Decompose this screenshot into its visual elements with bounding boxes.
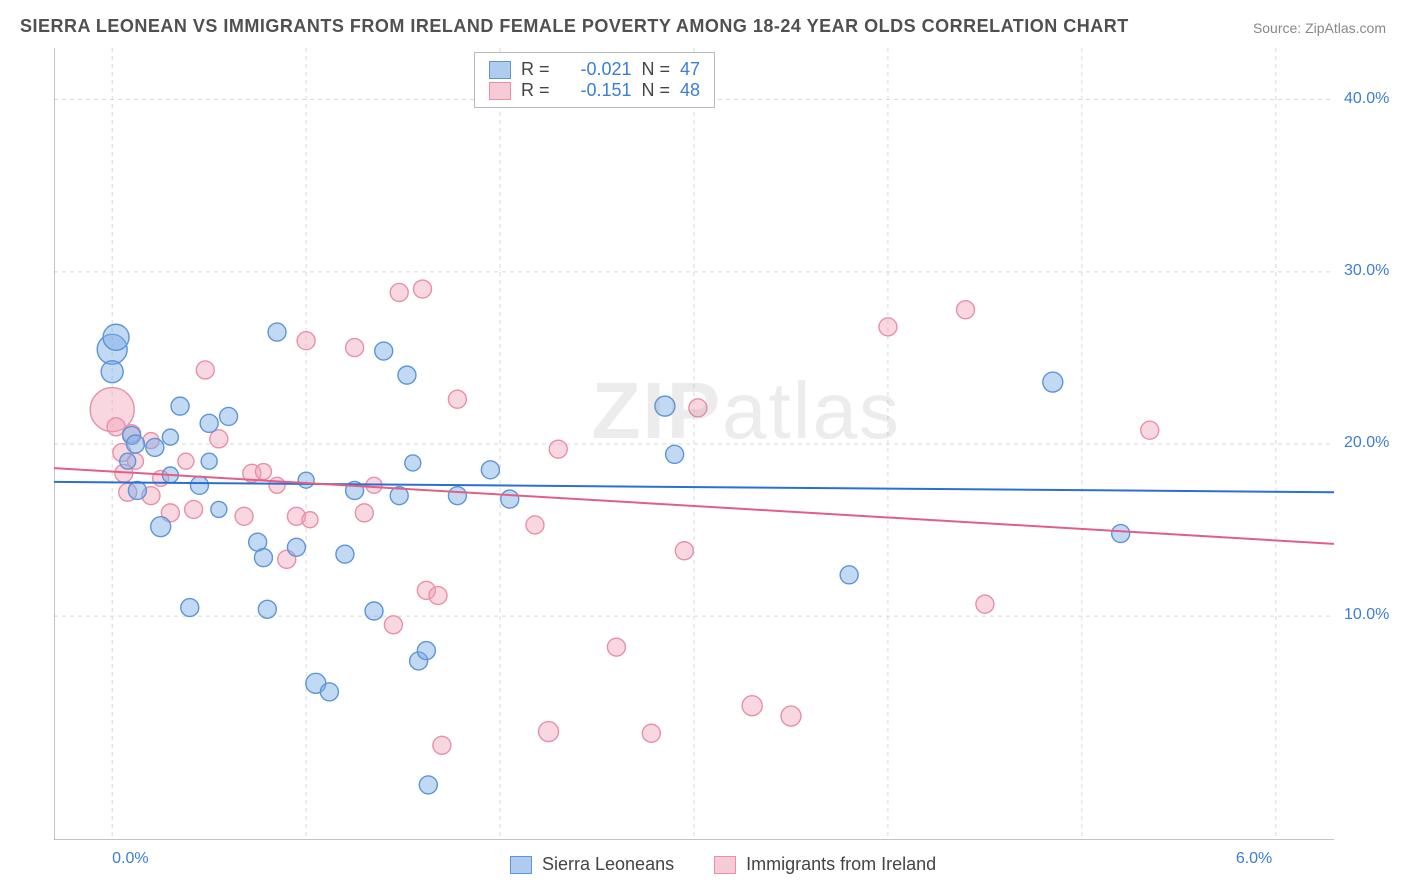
- n-label: N =: [642, 59, 671, 80]
- legend-label-pink: Immigrants from Ireland: [746, 854, 936, 875]
- swatch-pink: [489, 82, 511, 100]
- swatch-blue: [489, 61, 511, 79]
- y-tick: 30.0%: [1344, 262, 1389, 280]
- n-value-pink: 48: [680, 80, 700, 101]
- scatter-plot: ZIPatlas: [54, 48, 1334, 840]
- y-tick: 20.0%: [1344, 434, 1389, 452]
- n-label: N =: [642, 80, 671, 101]
- source-attribution: Source: ZipAtlas.com: [1253, 20, 1386, 36]
- r-value-blue: -0.021: [560, 59, 632, 80]
- legend-label-blue: Sierra Leoneans: [542, 854, 674, 875]
- y-tick: 40.0%: [1344, 90, 1389, 108]
- x-tick: 6.0%: [1236, 850, 1272, 868]
- n-value-blue: 47: [680, 59, 700, 80]
- correlation-legend: R = -0.021 N = 47 R = -0.151 N = 48: [474, 52, 715, 108]
- series-legend: Sierra Leoneans Immigrants from Ireland: [510, 854, 936, 875]
- swatch-pink: [714, 856, 736, 874]
- r-value-pink: -0.151: [560, 80, 632, 101]
- r-label: R =: [521, 80, 550, 101]
- legend-item-blue: Sierra Leoneans: [510, 854, 674, 875]
- swatch-blue: [510, 856, 532, 874]
- legend-item-pink: Immigrants from Ireland: [714, 854, 936, 875]
- correlation-row-blue: R = -0.021 N = 47: [489, 59, 700, 80]
- x-tick: 0.0%: [112, 850, 148, 868]
- r-label: R =: [521, 59, 550, 80]
- correlation-row-pink: R = -0.151 N = 48: [489, 80, 700, 101]
- y-tick: 10.0%: [1344, 606, 1389, 624]
- chart-title: SIERRA LEONEAN VS IMMIGRANTS FROM IRELAN…: [20, 16, 1129, 37]
